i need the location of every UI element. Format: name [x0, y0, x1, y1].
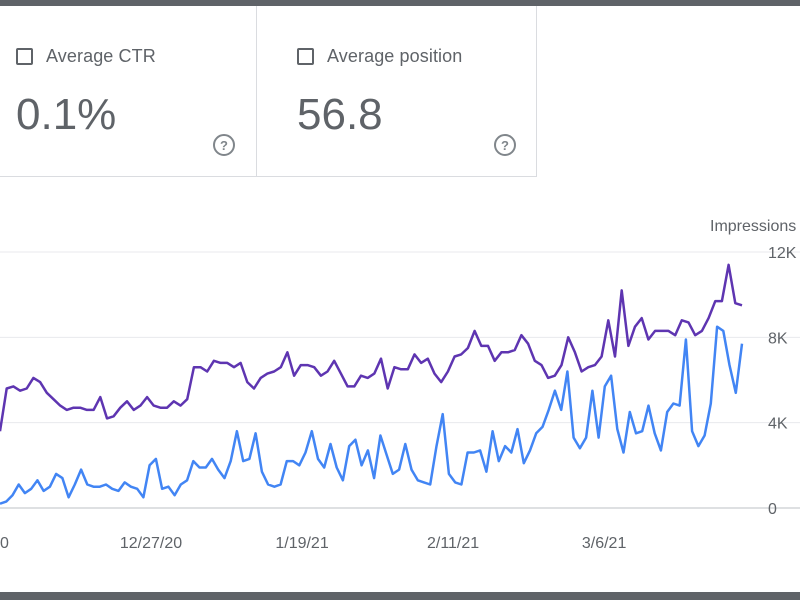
- y-axis-title: Impressions: [710, 218, 796, 235]
- average-position-header[interactable]: Average position: [297, 46, 462, 67]
- y-tick-label: 0: [768, 501, 777, 518]
- y-axis-ticks: 0 4K 8K 12K: [768, 245, 797, 518]
- x-tick-label: 0: [0, 535, 9, 552]
- y-tick-label: 8K: [768, 330, 788, 347]
- average-position-checkbox[interactable]: [297, 48, 314, 65]
- average-position-value: 56.8: [297, 90, 383, 139]
- top-border: [0, 0, 800, 6]
- average-ctr-card[interactable]: Average CTR 0.1% ?: [0, 6, 257, 176]
- chart-series: [0, 263, 744, 505]
- help-circle-icon[interactable]: ?: [213, 134, 235, 156]
- performance-chart: 0 4K 8K 12K 0 12/27/20 1/19/21 2/11/21 3/6/21 I…: [0, 218, 800, 552]
- average-ctr-label: Average CTR: [46, 46, 156, 66]
- metric-card-strip: [0, 6, 537, 177]
- average-ctr-header[interactable]: Average CTR: [16, 46, 156, 67]
- bottom-border: [0, 592, 800, 600]
- x-tick-label: 2/11/21: [427, 535, 479, 552]
- series-line-2: [0, 325, 744, 505]
- series-line-1: [0, 263, 743, 432]
- help-circle-icon[interactable]: ?: [494, 134, 516, 156]
- x-tick-label: 1/19/21: [275, 535, 328, 552]
- y-tick-label: 4K: [768, 416, 788, 433]
- x-tick-label: 12/27/20: [120, 535, 182, 552]
- x-tick-label: 3/6/21: [582, 535, 627, 552]
- y-tick-label: 12K: [768, 245, 797, 262]
- x-axis-ticks: 0 12/27/20 1/19/21 2/11/21 3/6/21: [0, 535, 626, 552]
- average-position-card[interactable]: Average position 56.8 ?: [257, 6, 537, 176]
- average-ctr-checkbox[interactable]: [16, 48, 33, 65]
- average-position-label: Average position: [327, 46, 463, 66]
- average-ctr-value: 0.1%: [16, 90, 117, 139]
